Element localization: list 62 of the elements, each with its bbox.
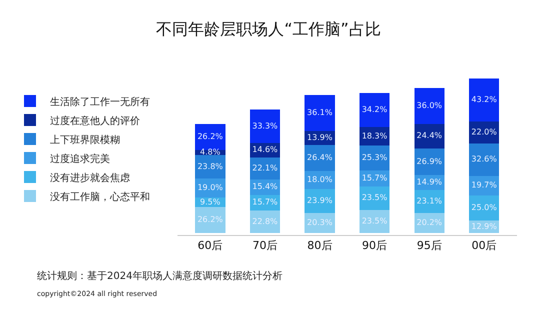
- data-label: 24.4%: [416, 131, 442, 140]
- x-tick-label: 70后: [252, 239, 278, 252]
- data-label: 26.2%: [197, 215, 224, 224]
- legend-label: 上下班界限模糊: [50, 134, 120, 146]
- data-label: 20.2%: [416, 218, 442, 228]
- data-label: 22.0%: [471, 127, 498, 136]
- bar: [250, 110, 280, 143]
- data-label: 18.3%: [362, 131, 388, 140]
- data-label: 22.8%: [252, 216, 278, 226]
- chart-title: 不同年龄层职场人“工作脑”占比: [156, 19, 381, 38]
- bar: [469, 78, 500, 122]
- data-label: 15.7%: [362, 174, 388, 182]
- data-label: 34.2%: [362, 105, 388, 114]
- bar: [195, 207, 226, 234]
- bar: [469, 195, 500, 220]
- data-label: 12.9%: [471, 222, 498, 231]
- x-tick-label: 95后: [416, 239, 442, 252]
- data-label: 32.6%: [471, 154, 498, 164]
- legend-label: 生活除了工作一无所有: [50, 96, 150, 108]
- data-label: 19.0%: [197, 183, 224, 192]
- data-label: 15.7%: [252, 198, 278, 207]
- data-label: 4.8%: [200, 148, 221, 157]
- data-label: 14.9%: [416, 178, 442, 187]
- legend-label: 没有进步就会焦虑: [50, 172, 130, 184]
- x-tick-label: 60后: [198, 239, 223, 252]
- data-label: 43.2%: [471, 94, 498, 104]
- data-label: 26.2%: [197, 132, 224, 142]
- bar: [414, 190, 444, 214]
- bar: [304, 189, 335, 213]
- data-label: 13.9%: [307, 132, 333, 142]
- bar: [469, 143, 500, 176]
- bar: [304, 144, 335, 172]
- data-label: 14.6%: [252, 145, 278, 154]
- data-label: 20.3%: [307, 218, 333, 228]
- data-label: 36.0%: [416, 101, 442, 110]
- legend-label: 没有工作脑，心态平和: [50, 190, 150, 203]
- data-label: 26.9%: [416, 156, 442, 166]
- bar: [304, 95, 335, 131]
- data-label: 23.5%: [362, 216, 388, 226]
- data-label: 23.9%: [307, 196, 333, 206]
- data-label: 18.0%: [307, 175, 333, 184]
- legend-label: 过度追求完美: [50, 152, 110, 165]
- data-label: 26.4%: [307, 153, 333, 162]
- data-label: 25.0%: [471, 202, 498, 212]
- data-label: 19.7%: [471, 180, 498, 190]
- x-tick-label: 80后: [307, 239, 332, 252]
- data-label: 15.4%: [252, 182, 278, 192]
- bar: [359, 93, 390, 128]
- data-label: 23.1%: [416, 196, 442, 206]
- data-label: 25.3%: [362, 153, 388, 162]
- legend-label: 过度在意他人的评价: [50, 114, 140, 127]
- data-label: 23.8%: [197, 162, 224, 171]
- x-tick-label: 90后: [362, 239, 388, 252]
- text: 统计规则：基于2024年职场人满意度调研数据统计分析: [37, 270, 282, 282]
- data-label: 9.5%: [200, 197, 221, 206]
- x-tick-label: 00后: [472, 239, 497, 252]
- data-label: 36.1%: [307, 108, 333, 117]
- data-label: 33.3%: [252, 121, 278, 130]
- data-label: 22.1%: [252, 163, 278, 172]
- data-label: 23.5%: [362, 193, 388, 202]
- bar: [414, 124, 444, 148]
- bar: [414, 88, 444, 124]
